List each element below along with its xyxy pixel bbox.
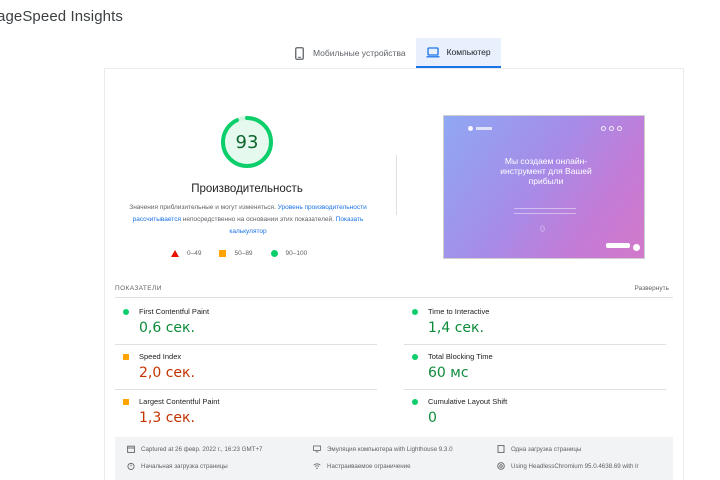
legend-average-range: 50–89 (234, 250, 253, 257)
tab-mobile-label: Мобильные устройства (313, 48, 406, 58)
screenshot-zero: 0 (540, 224, 546, 234)
legend-poor-range: 0–49 (187, 250, 202, 257)
metric-value: 1,3 сек. (139, 410, 195, 426)
metric-value: 2,0 сек. (139, 365, 195, 381)
metric-value: 0 (428, 410, 437, 426)
legend-average: 50–89 (219, 250, 253, 257)
score-legend: 0–49 50–89 90–100 (171, 250, 307, 257)
site-logo-text (476, 127, 492, 130)
circle-icon (270, 250, 278, 257)
performance-gauge: 93 (220, 115, 274, 169)
screenshot-subtext (514, 208, 576, 214)
desc-text-1: Значения приблизительные и могут изменят… (129, 204, 278, 211)
good-indicator-icon (123, 309, 129, 315)
page-icon (497, 445, 505, 453)
metric-name: Total Blocking Time (428, 352, 493, 361)
performance-score: 93 (235, 131, 259, 153)
metric-speed-index: Speed Index 2,0 сек. (115, 346, 377, 390)
expand-button[interactable]: Развернуть (634, 285, 669, 292)
browser-item: Using HeadlessChromium 95.0.4638.69 with… (497, 462, 639, 470)
desktop-icon (313, 445, 321, 453)
performance-title: Производительность (191, 183, 303, 195)
emulation-item: Эмуляция компьютера with Lighthouse 9.3.… (313, 445, 453, 453)
captured-text: Captured at 26 февр. 2022 г., 16:23 GMT+… (141, 445, 263, 453)
metric-name: Time to Interactive (428, 307, 490, 316)
initial-load-text: Начальная загрузка страницы (141, 462, 228, 470)
single-load-item: Одна загрузка страницы (497, 445, 581, 453)
metric-value: 1,4 сек. (428, 320, 484, 336)
performance-description: Значения приблизительные и могут изменят… (123, 202, 373, 238)
report-panel: 93 Производительность Значения приблизит… (104, 68, 684, 480)
triangle-icon (171, 250, 179, 257)
legend-good-range: 90–100 (285, 250, 308, 257)
vertical-divider (396, 155, 397, 215)
laptop-icon (426, 45, 440, 59)
app-title: ageSpeed Insights (0, 8, 123, 25)
device-tabs: Мобильные устройства Компьютер (282, 38, 501, 68)
throttling-item: Настраиваемое ограничение (313, 462, 411, 470)
wifi-icon (313, 462, 321, 470)
initial-load-item: Начальная загрузка страницы (127, 462, 228, 470)
timer-icon (127, 462, 135, 470)
site-logo-icon (468, 126, 473, 131)
good-indicator-icon (412, 309, 418, 315)
screenshot-headline: Мы создаем онлайн-инструмент для Вашей п… (500, 156, 592, 186)
tab-desktop-label: Компьютер (446, 47, 491, 57)
legend-good: 90–100 (270, 250, 308, 257)
metrics-heading: ПОКАЗАТЕЛИ (115, 285, 162, 292)
metric-name: Largest Contentful Paint (139, 397, 220, 406)
page-screenshot: Мы создаем онлайн-инструмент для Вашей п… (443, 115, 645, 259)
metric-value: 60 мс (428, 365, 469, 381)
metric-cls: Cumulative Layout Shift 0 (404, 391, 666, 435)
gauge-arc (221, 116, 273, 168)
metric-name: Cumulative Layout Shift (428, 397, 508, 406)
metric-fcp: First Contentful Paint 0,6 сек. (115, 301, 377, 345)
calendar-icon (127, 445, 135, 453)
metric-tti: Time to Interactive 1,4 сек. (404, 301, 666, 345)
chat-icon (633, 244, 640, 251)
site-nav-icons (601, 126, 622, 131)
desc-text-2: непосредственно на основании этих показа… (181, 216, 336, 223)
smartphone-icon (292, 46, 306, 60)
emulation-text: Эмуляция компьютера with Lighthouse 9.3.… (327, 445, 453, 453)
metric-name: Speed Index (139, 352, 182, 361)
metric-name: First Contentful Paint (139, 307, 210, 316)
average-indicator-icon (123, 399, 129, 405)
metrics-divider (115, 297, 673, 298)
metric-lcp: Largest Contentful Paint 1,3 сек. (115, 391, 377, 435)
legend-poor: 0–49 (171, 250, 201, 257)
throttling-text: Настраиваемое ограничение (327, 462, 411, 470)
show-calculator-link[interactable]: Показать калькулятор (229, 216, 364, 235)
chromium-icon (497, 462, 505, 470)
single-load-text: Одна загрузка страницы (511, 445, 582, 453)
screenshot-button (606, 243, 630, 248)
good-indicator-icon (412, 354, 418, 360)
square-icon (219, 250, 227, 257)
metric-value: 0,6 сек. (139, 320, 195, 336)
good-indicator-icon (412, 399, 418, 405)
tab-desktop[interactable]: Компьютер (415, 38, 501, 68)
browser-text: Using HeadlessChromium 95.0.4638.69 with… (511, 462, 639, 470)
captured-item: Captured at 26 февр. 2022 г., 16:23 GMT+… (127, 445, 263, 453)
tab-mobile[interactable]: Мобильные устройства (282, 38, 416, 68)
metric-tbt: Total Blocking Time 60 мс (404, 346, 666, 390)
runtime-settings: Captured at 26 февр. 2022 г., 16:23 GMT+… (115, 437, 673, 480)
average-indicator-icon (123, 354, 129, 360)
score-calculation-link[interactable]: Уровень производительности рассчитываетс… (132, 204, 367, 223)
